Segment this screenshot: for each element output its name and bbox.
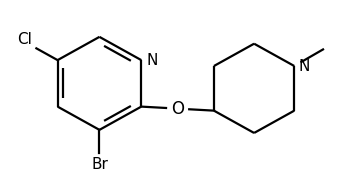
Text: N: N [147, 53, 158, 68]
Text: O: O [171, 100, 184, 118]
Text: Br: Br [91, 157, 108, 172]
Text: Cl: Cl [17, 32, 32, 47]
Text: N: N [299, 58, 310, 74]
